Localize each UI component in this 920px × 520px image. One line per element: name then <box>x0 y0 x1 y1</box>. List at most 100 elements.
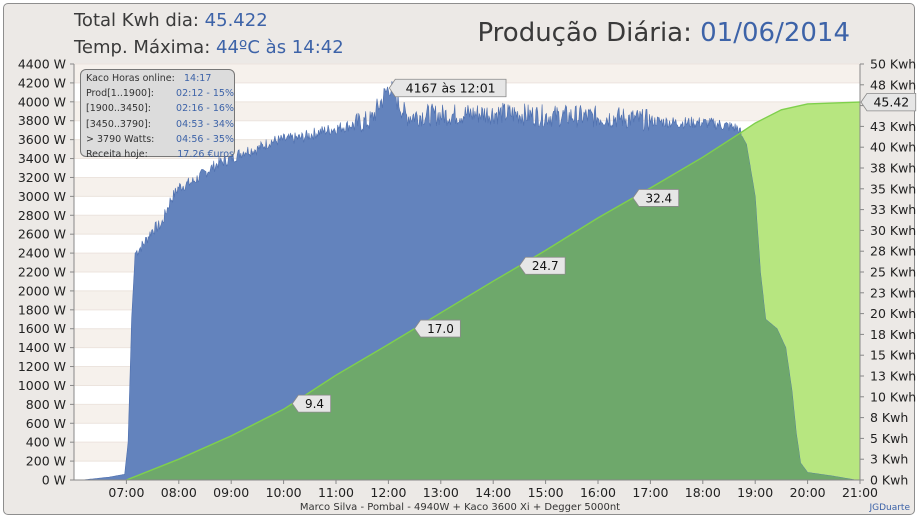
x-tick-label: 21:00 <box>842 485 878 500</box>
energy-line <box>126 101 861 481</box>
y-left-tick-label: 400 W <box>26 435 66 450</box>
y-left-tick-label: 1200 W <box>18 359 66 374</box>
credit-link[interactable]: JGDuarte <box>869 503 910 513</box>
y-left-tick-label: 3800 W <box>18 113 66 128</box>
x-tick-label: 08:00 <box>161 485 197 500</box>
y-right-tick-label: 25 Kwh <box>870 265 916 280</box>
info-row-value: 02:16 - 16% <box>176 103 234 115</box>
info-row-value: 14:17 <box>184 73 212 84</box>
x-tick-label: 07:00 <box>108 485 144 500</box>
energy-data-label-text: 32.4 <box>645 191 672 205</box>
y-right-tick-label: 35 Kwh <box>870 181 916 196</box>
x-tick-label: 16:00 <box>580 485 616 500</box>
energy-data-label-box <box>414 319 461 338</box>
energy-data-label: 9.4 <box>291 394 332 413</box>
y-left-tick-label: 800 W <box>26 397 66 412</box>
y-right-tick-label: 20 Kwh <box>870 306 916 321</box>
y-right-tick-label: 23 Kwh <box>870 285 916 300</box>
y-right-tick-label: 38 Kwh <box>870 161 916 176</box>
y-left-tick-label: 2200 W <box>18 265 66 280</box>
info-row-value: 04:53 - 34% <box>176 118 234 130</box>
energy-data-label-text: 9.4 <box>305 397 324 411</box>
info-row: Kaco Horas online: 14:17 <box>86 71 234 86</box>
energy-data-label: 32.4 <box>632 189 680 207</box>
energy-data-label-box <box>518 256 566 275</box>
x-tick-label: 09:00 <box>213 485 249 500</box>
info-row-label: Prod[1..1900]: <box>86 88 154 100</box>
peak-power-label: 4167 às 12:01 <box>388 78 507 98</box>
y-left-tick-label: 2600 W <box>18 227 66 242</box>
y-left-tick-label: 1000 W <box>18 378 66 393</box>
y-right-tick-label: 40 Kwh <box>870 140 916 155</box>
y-right-tick-label: 15 Kwh <box>870 348 916 363</box>
x-tick-label: 13:00 <box>423 485 459 500</box>
peak-power-label-text: 4167 às 12:01 <box>406 81 496 96</box>
x-tick-label: 15:00 <box>528 485 564 500</box>
y-right-tick-label: 0 Kwh <box>870 473 908 488</box>
x-tick-label: 14:00 <box>475 485 511 500</box>
info-row-label: > 3790 Watts: <box>86 133 155 145</box>
total-kwh-value: 45.422 <box>204 10 268 31</box>
energy-data-label: 17.0 <box>414 319 461 338</box>
x-tick-label: 10:00 <box>266 485 302 500</box>
y-right-tick-label: 30 Kwh <box>870 223 916 238</box>
y-right-tick-label: 43 Kwh <box>870 119 916 134</box>
info-row-value: 04:56 - 35% <box>176 133 234 145</box>
info-row-label: Kaco Horas online: <box>86 73 175 84</box>
info-row: [1900..3450]: 02:16 - 16% <box>86 101 234 116</box>
chart-title-date: 01/06/2014 <box>700 18 850 48</box>
x-tick-label: 12:00 <box>370 485 406 500</box>
y-left-tick-label: 1400 W <box>18 340 66 355</box>
info-row-label: Receita hoje: <box>86 148 148 160</box>
total-kwh-label: Total Kwh dia: <box>74 10 199 31</box>
total-kwh-line: Total Kwh dia: 45.422 <box>74 10 268 31</box>
info-row-value: 17.26 €uros <box>177 148 234 160</box>
y-left-tick-label: 600 W <box>26 416 66 431</box>
y-left-tick-label: 4400 W <box>18 57 66 72</box>
energy-data-label-box <box>291 394 332 413</box>
y-right-tick-label: 3 Kwh <box>870 452 908 467</box>
y-left-tick-label: 1600 W <box>18 321 66 336</box>
y-left-tick-label: 0 W <box>42 473 66 488</box>
info-row: > 3790 Watts: 04:56 - 35% <box>86 132 234 147</box>
max-temp-value: 44ºC às 14:42 <box>216 37 344 58</box>
energy-data-label-text: 17.0 <box>427 322 454 336</box>
y-right-tick-label: 28 Kwh <box>870 244 916 259</box>
y-left-tick-label: 4200 W <box>18 75 66 90</box>
y-left-tick-label: 3600 W <box>18 132 66 147</box>
energy-data-label: 24.7 <box>518 256 566 275</box>
y-right-tick-label: 33 Kwh <box>870 202 916 217</box>
x-tick-label: 19:00 <box>737 485 773 500</box>
y-left-tick-label: 2400 W <box>18 246 66 261</box>
y-left-tick-label: 2000 W <box>18 283 66 298</box>
x-tick-label: 11:00 <box>318 485 354 500</box>
energy-data-label-text: 24.7 <box>532 259 559 273</box>
end-energy-label: 45.42 <box>860 92 917 112</box>
y-right-tick-label: 10 Kwh <box>870 389 916 404</box>
footer-text: Marco Silva - Pombal - 4940W + Kaco 3600… <box>299 502 621 513</box>
info-row-value: 02:12 - 15% <box>176 88 234 100</box>
info-box: Kaco Horas online: 14:17 Prod[1..1900]: 02:… <box>80 69 235 160</box>
peak-power-label-box <box>388 78 507 98</box>
y-left-tick-label: 1800 W <box>18 302 66 317</box>
x-tick-label: 17:00 <box>632 485 668 500</box>
y-right-tick-label: 13 Kwh <box>870 369 916 384</box>
y-left-tick-label: 2800 W <box>18 208 66 223</box>
grid-band <box>74 64 860 83</box>
max-temp-label: Temp. Máxima: <box>74 37 211 58</box>
chart-title-label: Produção Diária: <box>477 18 692 48</box>
info-row-label: [1900..3450]: <box>86 103 152 115</box>
y-left-tick-label: 3200 W <box>18 170 66 185</box>
y-right-tick-label: 48 Kwh <box>870 77 916 92</box>
y-right-tick-label: 8 Kwh <box>870 410 908 425</box>
end-energy-label-box <box>860 92 917 112</box>
y-right-tick-label: 18 Kwh <box>870 327 916 342</box>
energy-data-label-box <box>632 189 680 207</box>
max-temp-line: Temp. Máxima: 44ºC às 14:42 <box>74 37 344 58</box>
end-energy-label-text: 45.42 <box>873 95 909 110</box>
info-row: Prod[1..1900]: 02:12 - 15% <box>86 86 234 101</box>
y-left-tick-label: 200 W <box>26 454 66 469</box>
x-tick-label: 18:00 <box>685 485 721 500</box>
chart-title: Produção Diária: 01/06/2014 <box>477 18 850 48</box>
